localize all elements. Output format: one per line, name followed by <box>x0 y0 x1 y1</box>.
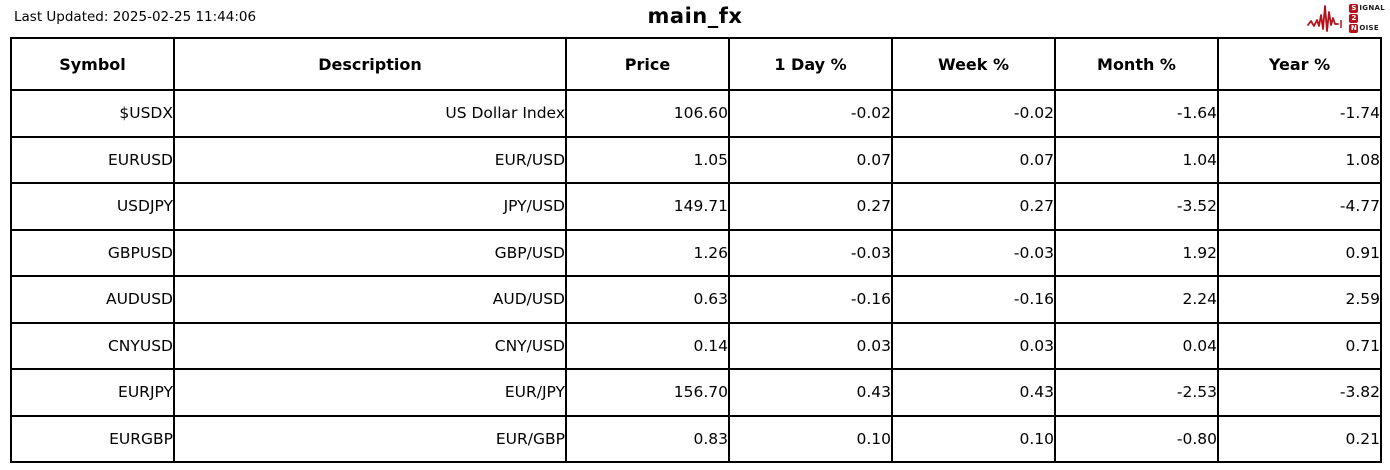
cell-description: US Dollar Index <box>173 89 567 138</box>
cell-1day-pct: -0.16 <box>728 275 893 324</box>
cell-symbol: AUDUSD <box>10 275 175 324</box>
logo-letter-2: 2 <box>1349 13 1359 23</box>
cell-week-pct: -0.16 <box>891 275 1056 324</box>
cell-symbol: EURUSD <box>10 135 175 184</box>
logo-line-signal: S IGNAL <box>1349 3 1385 13</box>
cell-price: 106.60 <box>565 89 730 138</box>
cell-price: 1.26 <box>565 228 730 277</box>
cell-description: EUR/JPY <box>173 368 567 417</box>
table-row-usdx: $USDX US Dollar Index 106.60 -0.02 -0.02… <box>10 89 1382 138</box>
fx-rates-table: Symbol Description Price 1 Day % Week % … <box>10 37 1382 463</box>
table-row-eurusd: EURUSD EUR/USD 1.05 0.07 0.07 1.04 1.08 <box>10 135 1382 184</box>
cell-description: EUR/USD <box>173 135 567 184</box>
cell-price: 1.05 <box>565 135 730 184</box>
logo-noise-rest: OISE <box>1359 23 1379 32</box>
cell-week-pct: 0.43 <box>891 368 1056 417</box>
cell-description: GBP/USD <box>173 228 567 277</box>
cell-1day-pct: 0.07 <box>728 135 893 184</box>
column-header-week: Week % <box>891 37 1056 91</box>
cell-year-pct: 2.59 <box>1217 275 1382 324</box>
cell-year-pct: 1.08 <box>1217 135 1382 184</box>
cell-description: AUD/USD <box>173 275 567 324</box>
table-row-cnyusd: CNYUSD CNY/USD 0.14 0.03 0.03 0.04 0.71 <box>10 321 1382 370</box>
cell-week-pct: -0.02 <box>891 89 1056 138</box>
cell-year-pct: -4.77 <box>1217 182 1382 231</box>
table-row-audusd: AUDUSD AUD/USD 0.63 -0.16 -0.16 2.24 2.5… <box>10 275 1382 324</box>
logo-line-two: 2 <box>1349 13 1385 23</box>
cell-1day-pct: 0.27 <box>728 182 893 231</box>
cell-year-pct: -1.74 <box>1217 89 1382 138</box>
page-title: main_fx <box>647 4 743 28</box>
table-row-usdjpy: USDJPY JPY/USD 149.71 0.27 0.27 -3.52 -4… <box>10 182 1382 231</box>
heartbeat-waveform-icon <box>1307 5 1343 32</box>
cell-year-pct: 0.91 <box>1217 228 1382 277</box>
cell-symbol: CNYUSD <box>10 321 175 370</box>
logo-letter-s: S <box>1349 3 1359 13</box>
cell-price: 149.71 <box>565 182 730 231</box>
cell-week-pct: 0.03 <box>891 321 1056 370</box>
cell-month-pct: -2.53 <box>1054 368 1219 417</box>
top-bar: Last Updated: 2025-02-25 11:44:06 main_f… <box>0 0 1390 37</box>
cell-1day-pct: 0.43 <box>728 368 893 417</box>
last-updated-timestamp: Last Updated: 2025-02-25 11:44:06 <box>14 9 257 25</box>
cell-symbol: GBPUSD <box>10 228 175 277</box>
cell-description: EUR/GBP <box>173 414 567 463</box>
logo-letter-n: N <box>1349 23 1359 33</box>
header-row: Symbol Description Price 1 Day % Week % … <box>10 37 1382 91</box>
cell-month-pct: 0.04 <box>1054 321 1219 370</box>
column-header-1day: 1 Day % <box>728 37 893 91</box>
cell-month-pct: 1.04 <box>1054 135 1219 184</box>
column-header-description: Description <box>173 37 567 91</box>
cell-month-pct: 1.92 <box>1054 228 1219 277</box>
cell-month-pct: -1.64 <box>1054 89 1219 138</box>
logo-text: S IGNAL 2 N OISE <box>1349 3 1385 33</box>
cell-price: 156.70 <box>565 368 730 417</box>
cell-price: 0.63 <box>565 275 730 324</box>
cell-month-pct: 2.24 <box>1054 275 1219 324</box>
cell-year-pct: -3.82 <box>1217 368 1382 417</box>
cell-year-pct: 0.21 <box>1217 414 1382 463</box>
column-header-symbol: Symbol <box>10 37 175 91</box>
cell-1day-pct: -0.03 <box>728 228 893 277</box>
cell-price: 0.14 <box>565 321 730 370</box>
column-header-year: Year % <box>1217 37 1382 91</box>
cell-symbol: $USDX <box>10 89 175 138</box>
table-row-eurjpy: EURJPY EUR/JPY 156.70 0.43 0.43 -2.53 -3… <box>10 368 1382 417</box>
cell-1day-pct: 0.10 <box>728 414 893 463</box>
cell-month-pct: -3.52 <box>1054 182 1219 231</box>
table-row-gbpusd: GBPUSD GBP/USD 1.26 -0.03 -0.03 1.92 0.9… <box>10 228 1382 277</box>
cell-1day-pct: -0.02 <box>728 89 893 138</box>
logo-signal-rest: IGNAL <box>1359 3 1385 12</box>
cell-symbol: EURJPY <box>10 368 175 417</box>
cell-symbol: USDJPY <box>10 182 175 231</box>
table-row-eurgbp: EURGBP EUR/GBP 0.83 0.10 0.10 -0.80 0.21 <box>10 414 1382 463</box>
cell-week-pct: 0.27 <box>891 182 1056 231</box>
table-header: Symbol Description Price 1 Day % Week % … <box>10 37 1382 91</box>
cell-description: CNY/USD <box>173 321 567 370</box>
cell-1day-pct: 0.03 <box>728 321 893 370</box>
cell-week-pct: 0.07 <box>891 135 1056 184</box>
logo-line-noise: N OISE <box>1349 23 1385 33</box>
column-header-price: Price <box>565 37 730 91</box>
column-header-month: Month % <box>1054 37 1219 91</box>
cell-week-pct: 0.10 <box>891 414 1056 463</box>
cell-month-pct: -0.80 <box>1054 414 1219 463</box>
signal2noise-logo: S IGNAL 2 N OISE <box>1307 2 1385 34</box>
cell-year-pct: 0.71 <box>1217 321 1382 370</box>
cell-price: 0.83 <box>565 414 730 463</box>
cell-description: JPY/USD <box>173 182 567 231</box>
cell-week-pct: -0.03 <box>891 228 1056 277</box>
cell-symbol: EURGBP <box>10 414 175 463</box>
